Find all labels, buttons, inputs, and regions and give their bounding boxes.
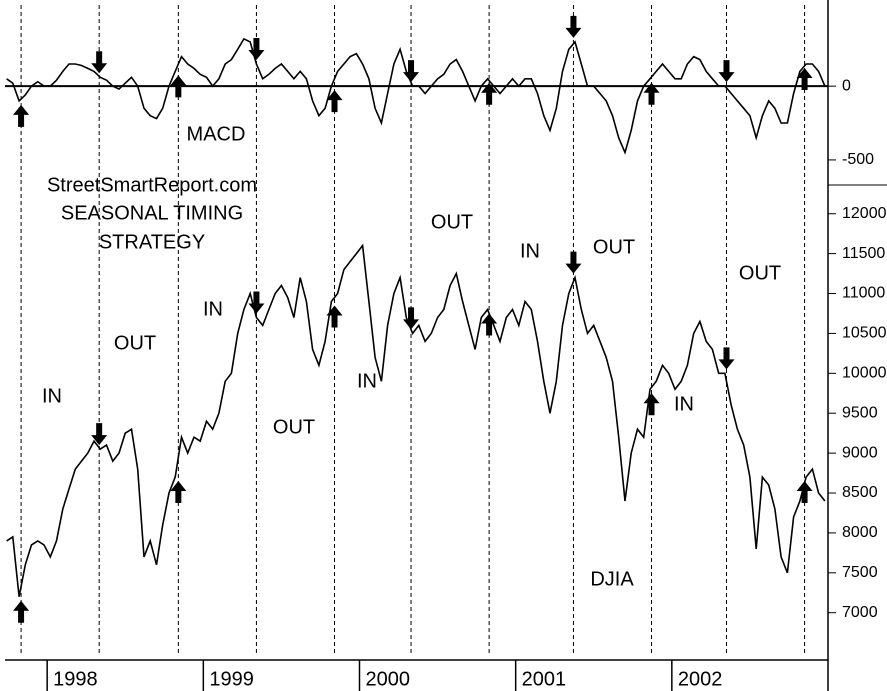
annotation: OUT: [114, 332, 156, 354]
annotation: OUT: [739, 262, 781, 284]
y2-tick-label: -500: [842, 151, 874, 168]
buy-arrow: [643, 393, 660, 416]
sell-arrow: [565, 15, 582, 38]
buy-arrow: [481, 82, 498, 105]
y-tick-label: 10500: [842, 325, 887, 342]
buy-arrow: [796, 481, 813, 504]
annotation: StreetSmartReport.com: [47, 174, 257, 196]
y-tick-label: 10000: [842, 365, 887, 382]
y2-tick-label: 0: [842, 77, 851, 94]
annotation: IN: [203, 298, 223, 320]
annotation: OUT: [431, 211, 473, 233]
series-line: [6, 243, 826, 597]
x-tick-label: 2002: [678, 668, 723, 690]
sell-arrow: [91, 51, 108, 74]
buy-arrow: [796, 68, 813, 91]
annotation: IN: [357, 370, 377, 392]
sell-arrow: [91, 423, 108, 446]
series-label: MACD: [187, 123, 246, 145]
buy-arrow: [643, 82, 660, 105]
y-tick-label: 8500: [842, 484, 878, 501]
annotation: IN: [674, 393, 694, 415]
y-tick-label: 9000: [842, 444, 878, 461]
y-tick-label: 9500: [842, 404, 878, 421]
y-tick-label: 7000: [842, 604, 878, 621]
annotation: IN: [520, 240, 540, 262]
sell-arrow: [565, 251, 582, 274]
buy-arrow: [13, 104, 30, 127]
buy-arrow: [481, 313, 498, 336]
y-tick-label: 8000: [842, 524, 878, 541]
annotation: STRATEGY: [99, 231, 205, 253]
y-tick-label: 7500: [842, 564, 878, 581]
sell-arrow: [248, 291, 265, 314]
x-tick-label: 2000: [365, 668, 410, 690]
buy-arrow: [326, 90, 343, 113]
x-tick-label: 1999: [209, 668, 254, 690]
sell-arrow: [718, 60, 735, 83]
annotation: OUT: [593, 236, 635, 258]
buy-arrow: [170, 481, 187, 504]
series-label: DJIA: [590, 568, 634, 590]
sell-arrow: [403, 307, 420, 330]
buy-arrow: [326, 305, 343, 328]
annotation: SEASONAL TIMING: [61, 202, 243, 224]
sell-arrow: [403, 60, 420, 83]
buy-arrow: [170, 75, 187, 98]
y-tick-label: 12000: [842, 205, 887, 222]
x-tick-label: 2001: [522, 668, 567, 690]
sell-arrow: [248, 38, 265, 61]
annotation: OUT: [273, 416, 315, 438]
series-line: [6, 37, 826, 155]
annotation: IN: [42, 385, 62, 407]
buy-arrow: [13, 600, 30, 623]
y-tick-label: 11500: [842, 245, 885, 262]
y-tick-label: 11000: [842, 285, 885, 302]
sell-arrow: [718, 347, 735, 370]
x-tick-label: 1998: [53, 668, 98, 690]
